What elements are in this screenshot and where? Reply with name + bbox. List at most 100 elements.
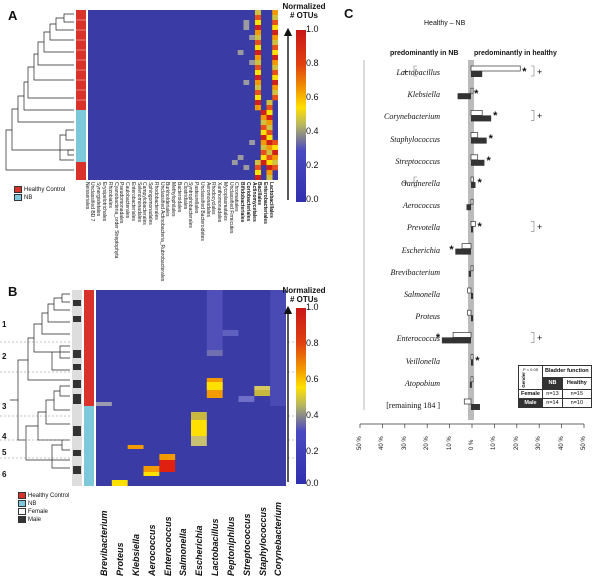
panel-b-heatmap (96, 290, 286, 486)
heatmap-a-cell (266, 110, 273, 116)
heatmap-a-cell (254, 50, 262, 56)
heatmap-b-cell (127, 445, 144, 449)
section-3: 3 (2, 402, 7, 411)
table-female-healthy: n=15 (562, 388, 592, 399)
heatmap-a-cell (266, 105, 273, 111)
healthy-bar (463, 398, 472, 405)
nb-bar (468, 270, 471, 277)
plus-left: + (403, 178, 409, 188)
heatmap-a-cell (272, 85, 278, 91)
taxon-label: Rhodobacterales (152, 182, 159, 220)
heatmap-a-cell (260, 120, 267, 126)
significance-star: * (522, 66, 527, 78)
heatmap-a-cell (272, 40, 278, 46)
heatmap-a-cell (260, 145, 267, 151)
heatmap-a-cell (260, 150, 267, 156)
heatmap-a-cell (272, 50, 278, 56)
heatmap-a-cell (249, 60, 255, 65)
x-tick-label: 20 % (513, 436, 520, 450)
bracket-right (531, 65, 535, 77)
healthy-bar (467, 309, 472, 316)
heatmap-b-cell (206, 382, 223, 390)
heatmap-a-cell (254, 100, 262, 106)
heatmap-a-cell (254, 165, 262, 171)
genus-row-label: Aerococcus (402, 201, 440, 211)
plus-right: + (537, 111, 543, 122)
genus-label: Streptococcus (241, 513, 252, 576)
heatmap-a-cell (260, 110, 267, 116)
heatmap-a-cell (254, 10, 262, 16)
bracket-left (413, 176, 417, 188)
heatmap-a-cell (237, 155, 244, 160)
x-tick-label: 30 % (536, 436, 543, 450)
section-2: 2 (2, 352, 7, 361)
x-tick-label: 40 % (558, 436, 565, 450)
taxon-label: Mycoplasmatales (221, 182, 228, 221)
heatmap-a-cell (237, 50, 244, 55)
table-female-nb: n=13 (541, 388, 564, 399)
panel-b-letter: B (8, 284, 18, 299)
x-tick-label: 40 % (379, 436, 386, 450)
bracket-right (531, 332, 535, 343)
heatmap-a-cell (272, 145, 278, 151)
heatmap-a-cell (260, 115, 267, 121)
genus-row-label: Salmonella (404, 290, 440, 299)
heatmap-a-cell (266, 150, 273, 156)
heatmap-a-cell (254, 85, 262, 91)
cbar-a-tick-2: 0.8 (306, 58, 319, 68)
genus-label: Enterococcus (162, 516, 173, 576)
heatmap-b-cell (254, 390, 271, 396)
panel-a-letter: A (8, 8, 18, 23)
heatmap-a-cell (260, 130, 267, 136)
healthy-bar (470, 265, 474, 272)
panel-c-right-header: predominantly in healthy (474, 50, 557, 57)
genus-row-label: Klebsiella (407, 90, 440, 100)
colorbar-b (284, 305, 306, 484)
significance-star: * (488, 132, 493, 145)
healthy-bar (470, 65, 521, 72)
heatmap-a-cell (254, 160, 262, 166)
table-row-female: Female (518, 388, 543, 399)
genus-label: Corynebacterium (273, 501, 284, 576)
heatmap-a-cell (243, 25, 250, 30)
nb-bar (471, 115, 492, 122)
nb-bar (471, 182, 476, 188)
heatmap-a-cell (254, 30, 262, 36)
panel-b-legend: Healthy Control NB Female Male (18, 492, 69, 524)
taxon-label: Unclassified Bacteroidetes (198, 182, 205, 241)
table-corner: P < 0.05 Gender (518, 365, 543, 390)
heatmap-a-cell (266, 160, 273, 166)
heatmap-a-cell (272, 45, 278, 51)
heatmap-b-cell (206, 350, 223, 356)
heatmap-a-cell (254, 45, 262, 51)
nb-bar (441, 337, 471, 344)
heatmap-a-cell (272, 55, 278, 61)
plus-right: + (537, 333, 543, 344)
genus-label: Salmonella (178, 528, 189, 576)
heatmap-a-cell (254, 90, 262, 96)
genus-row-label: Proteus (415, 312, 440, 322)
genus-label: Aerococcus (146, 524, 157, 576)
heatmap-a-cell (266, 165, 273, 171)
heatmap-a-cell (254, 20, 262, 26)
heatmap-a-cell (254, 65, 262, 71)
panel-a-dendrogram (5, 13, 74, 171)
heatmap-a-cell (272, 30, 278, 36)
genus-row-label: [remaining 184 ] (386, 401, 440, 410)
heatmap-b-cell (191, 436, 207, 446)
heatmap-a-cell (249, 35, 255, 40)
genus-row-label: Prevotella (406, 223, 440, 233)
x-tick-label: 50 % (581, 436, 587, 450)
heatmap-b-cell (143, 472, 160, 476)
heatmap-b-cell (159, 454, 176, 460)
genus-row-label: Streptococcus (395, 156, 440, 166)
healthy-bar (470, 376, 474, 383)
heatmap-b-cell (254, 386, 271, 390)
heatmap-a-cell (272, 140, 278, 146)
heatmap-a-cell (260, 140, 267, 146)
nb-bar (466, 204, 471, 211)
heatmap-a-cell (272, 150, 278, 156)
genus-row-label: Lactobacillus (396, 68, 440, 77)
heatmap-a-cell (266, 175, 273, 180)
heatmap-a-cell (260, 155, 267, 161)
